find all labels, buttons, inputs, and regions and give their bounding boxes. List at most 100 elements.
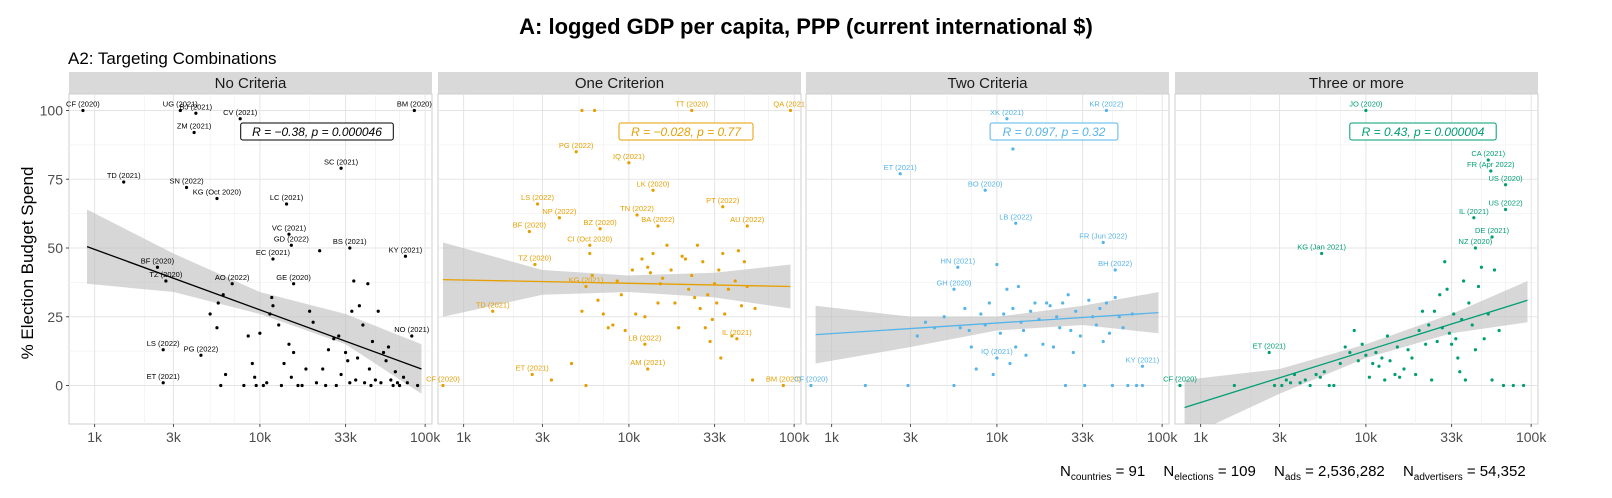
x-tick-label: 100k <box>779 429 810 445</box>
data-point <box>735 337 739 341</box>
x-tick-label: 33k <box>703 429 727 445</box>
point-label: ZM (2021) <box>177 122 212 131</box>
data-point <box>1432 309 1437 313</box>
data-point <box>1456 356 1460 360</box>
data-point <box>318 249 322 253</box>
data-point <box>588 251 592 256</box>
data-point <box>1104 108 1109 113</box>
point-label: IQ (2021) <box>981 347 1013 356</box>
point-label: ET (2021) <box>147 372 181 381</box>
data-point <box>979 312 983 316</box>
confidence-band <box>815 292 1159 364</box>
data-point <box>1402 367 1406 371</box>
data-point <box>208 312 212 316</box>
data-point <box>1435 339 1439 344</box>
data-point <box>1005 117 1009 121</box>
data-point <box>410 334 414 338</box>
data-point <box>677 326 681 330</box>
data-point <box>906 383 910 388</box>
data-point <box>1083 383 1087 388</box>
data-point <box>983 323 987 327</box>
point-label: QA (2021) <box>773 100 808 109</box>
point-label: PG (2022) <box>184 344 219 353</box>
data-point <box>250 361 254 366</box>
data-point <box>715 301 719 305</box>
x-tick-label: 100k <box>1147 429 1178 445</box>
data-point <box>1371 361 1375 366</box>
data-point <box>619 293 623 297</box>
data-point <box>184 185 189 190</box>
data-point <box>983 188 987 192</box>
data-point <box>933 326 937 330</box>
y-axis-title: % Election Budget Spend <box>18 167 37 360</box>
data-point <box>1113 268 1117 272</box>
data-point <box>1467 301 1471 305</box>
data-point <box>370 339 375 344</box>
data-point <box>1016 284 1021 289</box>
data-point <box>1414 372 1418 377</box>
data-point <box>1503 207 1508 212</box>
point-label: TD (2021) <box>476 300 510 309</box>
x-tick-label: 3k <box>1272 429 1288 445</box>
facet-strip <box>1175 72 1538 94</box>
data-point <box>1364 108 1368 113</box>
data-point <box>405 381 409 385</box>
point-label: XK (2021) <box>990 108 1024 117</box>
data-point <box>1374 350 1378 355</box>
point-label: NZ (2020) <box>1459 237 1493 246</box>
data-point <box>1503 183 1508 187</box>
data-point <box>1005 287 1009 291</box>
data-point <box>530 372 534 377</box>
data-point <box>348 381 352 385</box>
data-point <box>1490 378 1494 382</box>
data-point <box>1178 383 1182 388</box>
facet-0: No Criteria 1k 3k 10k 33k 100k 0 25 50 75 100 CF (2… <box>40 72 441 445</box>
data-point <box>304 367 308 371</box>
data-point <box>194 111 198 115</box>
data-point <box>557 216 562 220</box>
correlation-stat-box <box>240 122 394 141</box>
data-point <box>348 246 352 250</box>
data-point <box>1303 378 1307 382</box>
data-point <box>1430 378 1434 382</box>
data-point <box>1045 301 1049 305</box>
data-point <box>261 383 265 388</box>
data-point <box>1318 375 1322 379</box>
point-label: GE (2020) <box>276 273 311 282</box>
x-tick-label: 3k <box>166 429 182 445</box>
facet-2: Two Criteria 1k 3k 10k 33k 100k KR (2022) XK (2… <box>794 72 1178 445</box>
data-point <box>580 108 584 113</box>
data-point <box>1393 372 1397 377</box>
correlation-stat-box <box>618 122 754 141</box>
data-point <box>1087 298 1091 302</box>
point-label: LK (2020) <box>637 179 670 188</box>
data-point <box>1454 337 1458 341</box>
data-point <box>1486 312 1490 316</box>
data-point <box>693 295 697 300</box>
data-point <box>491 309 495 313</box>
data-point <box>178 108 182 113</box>
data-point <box>221 293 225 297</box>
data-point <box>969 345 973 349</box>
point-label: KG (2021) <box>569 276 604 285</box>
data-point <box>753 306 757 311</box>
point-label: LS (2022) <box>521 193 554 202</box>
data-point <box>1460 317 1464 322</box>
facet-strip-label: One Criterion <box>575 75 664 92</box>
data-point <box>1445 287 1449 291</box>
data-point <box>300 383 304 388</box>
data-point <box>1482 337 1486 341</box>
data-point <box>1126 383 1130 388</box>
data-point <box>1380 356 1384 360</box>
data-point <box>549 378 554 382</box>
correlation-stat: R = −0.028, p = 0.77 <box>631 125 742 139</box>
data-point <box>401 375 406 379</box>
data-point <box>1011 147 1015 151</box>
data-point <box>1490 235 1494 239</box>
data-point <box>289 243 293 247</box>
point-label: AO (2022) <box>215 273 250 282</box>
data-point <box>403 254 408 258</box>
point-label: BF (2020) <box>513 221 547 230</box>
